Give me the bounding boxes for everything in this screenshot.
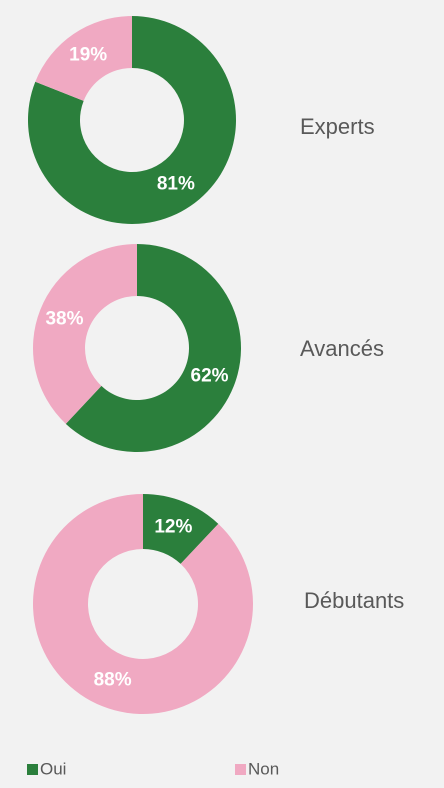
value-label: 81% — [157, 174, 195, 195]
legend-label: Non — [248, 759, 279, 778]
value-label: 19% — [69, 45, 107, 66]
value-label: 88% — [94, 670, 132, 691]
value-label: 38% — [45, 308, 83, 329]
donut-slice — [27, 16, 237, 225]
legend-swatch — [235, 764, 246, 775]
donut-slice — [32, 244, 137, 424]
legend-swatch — [27, 764, 38, 775]
chart-title: Avancés — [300, 336, 384, 361]
value-label: 62% — [191, 366, 229, 387]
value-label: 12% — [154, 516, 192, 537]
chart-title: Experts — [300, 114, 375, 139]
donut-slice — [65, 244, 241, 452]
chart-title: Débutants — [304, 588, 404, 613]
donut-slice — [33, 494, 254, 715]
legend-label: Oui — [40, 759, 66, 778]
donut-slice — [143, 494, 219, 564]
donut-slice — [35, 16, 132, 101]
